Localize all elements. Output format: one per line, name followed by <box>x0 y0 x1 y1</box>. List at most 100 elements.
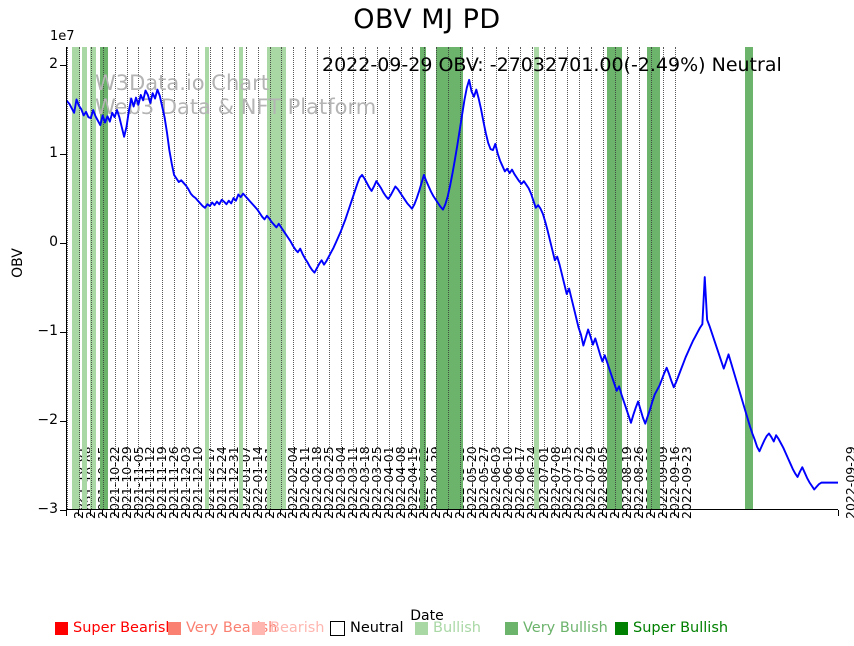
x-tick-mark <box>459 510 461 516</box>
legend-swatch <box>168 621 181 635</box>
x-tick-mark <box>554 510 556 516</box>
x-tick-mark <box>649 510 651 516</box>
y-tick-mark <box>60 420 66 422</box>
x-tick-mark <box>838 510 839 516</box>
legend-item[interactable]: Neutral <box>330 620 404 636</box>
gridline <box>388 47 390 509</box>
y-tick-label: −3 <box>37 501 58 517</box>
gridline <box>448 47 450 509</box>
sentiment-band <box>744 47 754 509</box>
gridline <box>293 47 295 509</box>
x-tick-mark <box>351 510 353 516</box>
y-tick-label: −1 <box>37 322 58 339</box>
x-tick-mark <box>149 510 151 516</box>
legend-swatch <box>330 620 345 636</box>
gridline <box>352 47 354 509</box>
legend-item[interactable]: Super Bullish <box>615 620 728 636</box>
gridline <box>138 47 140 509</box>
x-tick-mark <box>125 510 127 516</box>
gridline <box>126 47 128 509</box>
x-tick-mark <box>423 510 425 516</box>
sentiment-band <box>238 47 244 509</box>
sentiment-band <box>534 47 539 509</box>
x-tick-mark <box>506 510 508 516</box>
x-tick-label: 2022-09-29 <box>843 446 854 519</box>
gridline <box>531 47 533 509</box>
gridline <box>567 47 569 509</box>
x-tick-mark <box>614 510 616 516</box>
gridline <box>436 47 438 509</box>
x-tick-mark <box>578 510 580 516</box>
x-tick-mark <box>101 510 103 516</box>
x-tick-mark <box>494 510 496 516</box>
sentiment-band <box>267 47 287 509</box>
legend-label: Bullish <box>433 620 481 636</box>
gridline <box>233 47 235 509</box>
x-tick-mark <box>566 510 568 516</box>
sentiment-band <box>419 47 426 509</box>
watermark-line-1: W3Data.io Chart <box>95 71 270 95</box>
y-tick-mark <box>60 242 66 244</box>
legend-item[interactable]: Very Bullish <box>505 620 608 636</box>
x-tick-mark <box>268 510 270 516</box>
x-tick-mark <box>542 510 544 516</box>
x-tick-mark <box>185 510 187 516</box>
gridline <box>460 47 462 509</box>
gridline <box>543 47 545 509</box>
gridline <box>162 47 164 509</box>
sentiment-band <box>81 47 88 509</box>
gridline <box>412 47 414 509</box>
x-tick-mark <box>208 510 210 516</box>
gridline <box>495 47 497 509</box>
gridline <box>364 47 366 509</box>
gridline <box>269 47 271 509</box>
y-tick-label: 2 <box>49 55 58 72</box>
x-tick-mark <box>244 510 246 516</box>
x-tick-mark <box>602 510 604 516</box>
x-tick-mark <box>292 510 294 516</box>
x-tick-mark <box>256 510 258 516</box>
x-tick-mark <box>66 510 67 516</box>
x-tick-mark <box>590 510 592 516</box>
gridline <box>555 47 557 509</box>
x-tick-mark <box>316 510 318 516</box>
x-tick-mark <box>173 510 175 516</box>
chart-title: OBV MJ PD <box>353 4 501 35</box>
legend-label: Neutral <box>350 620 404 636</box>
gridline <box>591 47 593 509</box>
x-axis-label: Date <box>410 608 444 624</box>
chart-legend: Super Bearish Very Bearish Bearish Neutral B… <box>0 620 854 642</box>
sentiment-band <box>647 47 661 509</box>
gridline <box>245 47 247 509</box>
gridline <box>198 47 200 509</box>
legend-item[interactable]: Super Bearish <box>55 620 175 636</box>
gridline <box>615 47 617 509</box>
gridline <box>472 47 474 509</box>
x-tick-mark <box>220 510 222 516</box>
gridline <box>329 47 331 509</box>
sentiment-band <box>71 47 81 509</box>
gridline <box>638 47 640 509</box>
sentiment-band <box>606 47 623 509</box>
x-tick-mark <box>137 510 139 516</box>
sentiment-band <box>90 47 97 509</box>
gridline <box>257 47 259 509</box>
legend-swatch <box>55 621 68 635</box>
x-tick-mark <box>363 510 365 516</box>
gridline <box>376 47 378 509</box>
gridline <box>519 47 521 509</box>
legend-item[interactable]: Bullish <box>415 620 481 636</box>
y-tick-mark <box>60 64 66 66</box>
x-tick-mark <box>518 510 520 516</box>
gridline <box>650 47 652 509</box>
gridline <box>78 47 80 509</box>
gridline <box>674 47 676 509</box>
y-tick-label: −2 <box>37 411 58 428</box>
x-tick-mark <box>77 510 79 516</box>
x-tick-mark <box>471 510 473 516</box>
x-tick-mark <box>399 510 401 516</box>
x-tick-mark <box>232 510 234 516</box>
legend-item[interactable]: Bearish <box>252 620 325 636</box>
x-tick-mark <box>161 510 163 516</box>
